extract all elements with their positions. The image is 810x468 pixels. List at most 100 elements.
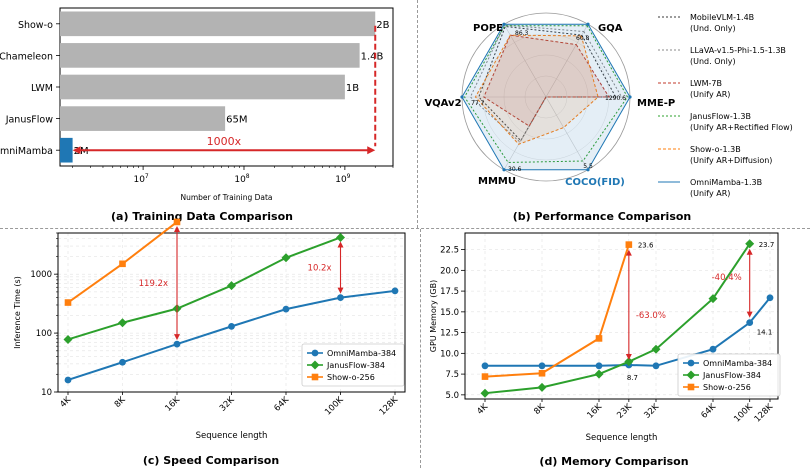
- y-tick-label: 22.5: [440, 246, 459, 256]
- value-label: 14.1: [757, 329, 773, 337]
- radar-point: [460, 95, 464, 99]
- data-point: [64, 376, 72, 384]
- data-point: [119, 260, 126, 268]
- radar-value-label: 30.6: [508, 166, 522, 173]
- radar-axis-label: VQAv2: [424, 98, 461, 109]
- x-tick-label: 109: [335, 173, 350, 185]
- data-point: [595, 335, 603, 342]
- radar-point: [586, 22, 590, 26]
- data-point: [118, 318, 127, 328]
- panel-c: 10 100 1000 4K 8K 16K 32K 64K 100K 128K Inference …: [13, 218, 406, 467]
- legend-label: (Unify AR): [690, 90, 730, 99]
- legend-label: JanusFlow-1.3B: [689, 112, 751, 121]
- data-point: [686, 370, 696, 380]
- ratio-label: 10.2x: [308, 264, 332, 274]
- bar-value-label: 65M: [226, 115, 247, 126]
- data-point: [537, 382, 547, 392]
- data-point: [310, 360, 320, 370]
- legend-label: Show-o-256: [703, 383, 751, 392]
- x-tick-label: 32K: [642, 402, 661, 421]
- legend-label: (Unify AR): [690, 189, 730, 198]
- legend-box: [301, 343, 405, 387]
- data-point: [227, 281, 236, 291]
- arrowhead-up: [174, 225, 180, 232]
- data-point: [652, 362, 660, 370]
- radar-point: [502, 22, 506, 26]
- bar-omnimamba: [60, 137, 73, 163]
- bar-chameleon: [60, 43, 360, 68]
- data-point: [766, 294, 774, 302]
- y-tick-label: 7.5: [445, 370, 459, 380]
- bar-value-label: 1.4B: [361, 51, 384, 62]
- data-point: [336, 232, 345, 242]
- y-tick-label: 10.0: [440, 349, 459, 359]
- data-point: [538, 362, 546, 370]
- radar-axis-label: POPE: [473, 23, 503, 34]
- y-tick-label: 17.5: [440, 287, 459, 297]
- value-label: 8.7: [627, 374, 638, 382]
- y-tick-label: Chameleon: [0, 51, 53, 62]
- radar-series-2: [483, 34, 610, 127]
- legend-label: OmniMamba-384: [703, 359, 772, 368]
- arrowhead-right: [367, 146, 376, 155]
- horizontal-divider: [0, 228, 810, 229]
- series-line-0: [485, 297, 771, 367]
- data-point: [746, 319, 754, 327]
- radar-point: [502, 168, 506, 172]
- arrowhead-up: [337, 241, 344, 248]
- data-point: [745, 239, 755, 249]
- x-tick-label: 64K: [699, 402, 718, 421]
- radar-value-label: 77.7: [471, 100, 485, 107]
- legend-label: (Und. Only): [690, 24, 736, 33]
- x-tick-label: 8K: [532, 402, 547, 417]
- panel-a: 107 108 109 Number of Training Data (a) Trai…: [0, 7, 394, 223]
- x-tick-label: 107: [133, 173, 148, 185]
- bar-janusflow: [60, 106, 226, 131]
- caption-d: (d) Memory Comparison: [539, 455, 688, 468]
- data-point: [651, 344, 661, 354]
- data-point: [687, 383, 695, 391]
- caption-c: (c) Speed Comparison: [143, 454, 279, 467]
- data-point: [594, 369, 604, 379]
- legend-label: OmniMamba-1.3B: [690, 178, 762, 187]
- radar-spoke: [503, 24, 547, 98]
- x-tick-label: 4K: [58, 395, 73, 410]
- x-tick-label: 16K: [585, 402, 604, 421]
- radar-value-label: 1290.6: [605, 95, 626, 102]
- data-point: [281, 253, 291, 263]
- radar-value-label: 86.3: [515, 30, 529, 37]
- x-tick-label: 64K: [272, 395, 291, 414]
- radar-axis-label: MMMU: [478, 176, 516, 187]
- ratio-label: 1000x: [207, 135, 242, 148]
- y-axis-label: Inference Time (s): [13, 276, 22, 349]
- radar-axis-label: MME-P: [637, 98, 675, 109]
- arrowhead-up: [625, 249, 632, 256]
- radar-spoke: [545, 96, 589, 170]
- vertical-divider-bottom: [420, 229, 421, 468]
- y-tick-label: 12.5: [440, 329, 459, 339]
- legend-box: [677, 353, 781, 397]
- y-tick-label: 15.0: [440, 308, 459, 318]
- legend-label: (Unify AR+Rectified Flow): [690, 123, 793, 132]
- x-tick-label: 23K: [615, 402, 634, 421]
- y-tick-label: JanusFlow: [5, 115, 54, 126]
- legend-label: (Unify AR+Diffusion): [690, 156, 772, 165]
- arrowhead-up: [746, 248, 753, 255]
- x-tick-exponent: 8: [246, 173, 250, 180]
- legend-label: JanusFlow-384: [326, 361, 385, 370]
- y-tick-label: Show-o: [18, 20, 53, 31]
- legend-label: OmniMamba-384: [327, 349, 396, 358]
- x-tick-label: 100K: [323, 395, 346, 418]
- data-point: [64, 299, 72, 306]
- vertical-divider-top: [417, 0, 418, 228]
- legend-label: (Und. Only): [690, 57, 736, 66]
- legend-label: LLaVA-v1.5-Phi-1.5-1.3B: [690, 46, 786, 55]
- data-point: [709, 345, 717, 353]
- y-tick-label: LWM: [31, 83, 53, 94]
- x-axis-label: Sequence length: [586, 433, 658, 443]
- x-tick-label: 128K: [378, 395, 401, 418]
- radar-series-4: [474, 34, 599, 145]
- x-tick-label: 108: [234, 173, 249, 185]
- x-tick-label: 8K: [113, 395, 128, 410]
- x-tick-label: 128K: [753, 402, 776, 425]
